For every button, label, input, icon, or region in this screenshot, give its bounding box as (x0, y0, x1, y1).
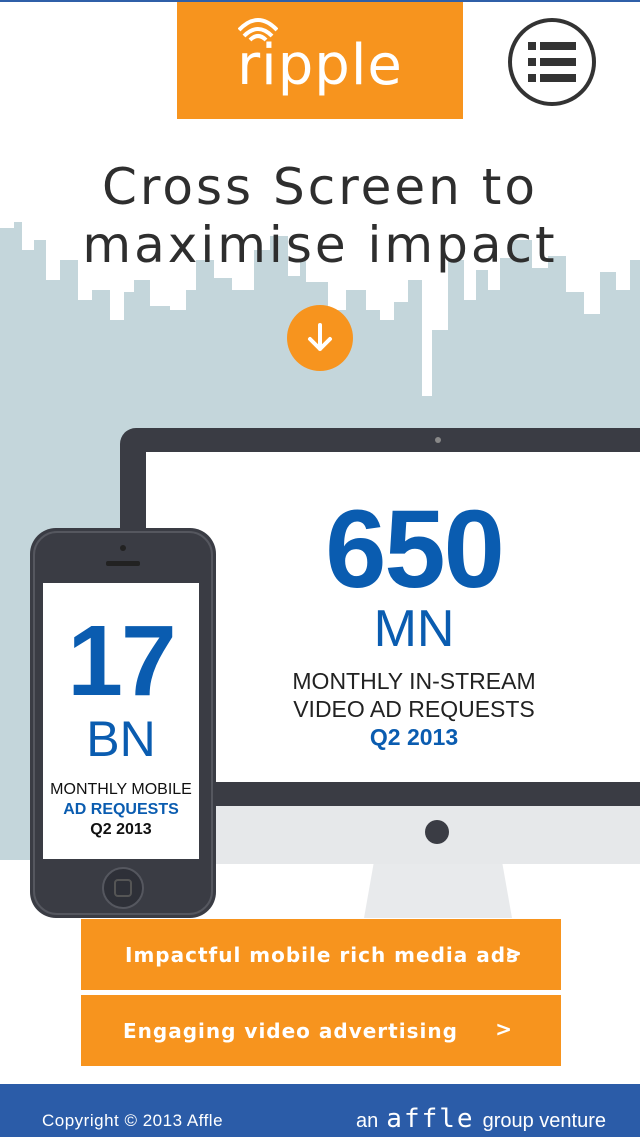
chevron-right-icon: > (505, 941, 523, 965)
chevron-right-icon: > (495, 1017, 513, 1041)
scroll-down-button[interactable] (287, 305, 353, 371)
headline-line-2: maximise impact (82, 216, 557, 274)
video-advertising-label: Engaging video advertising (123, 1019, 458, 1043)
phone-stat-value: 17 (43, 610, 199, 712)
phone-stat-desc-2: AD REQUESTS (43, 800, 199, 820)
rich-media-ads-button[interactable]: Impactful mobile rich media ads > (81, 919, 561, 990)
phone-stat: 17 BN MONTHLY MOBILE AD REQUESTS Q2 2013 (43, 610, 199, 840)
wifi-waves-icon (238, 14, 278, 44)
list-menu-icon (526, 40, 578, 84)
affle-venture-link[interactable]: an affle group venture (356, 1104, 606, 1134)
monitor-stat-value: 650 (270, 495, 558, 605)
monitor-stat-unit: MN (270, 601, 558, 657)
menu-button[interactable] (508, 18, 596, 106)
venture-suffix: group venture (483, 1110, 606, 1133)
phone-stat-date: Q2 2013 (43, 820, 199, 840)
monitor-stat-date: Q2 2013 (270, 723, 558, 751)
copyright-text: Copyright © 2013 Affle (42, 1111, 223, 1131)
headline-line-1: Cross Screen to (102, 158, 538, 216)
rich-media-ads-label: Impactful mobile rich media ads (125, 943, 519, 967)
monitor-stat: 650 MN MONTHLY IN-STREAM VIDEO AD REQUES… (270, 495, 558, 751)
monitor-stat-desc-1: MONTHLY IN-STREAM (270, 667, 558, 695)
affle-logo-text: affle (386, 1104, 474, 1134)
arrow-down-icon (303, 321, 337, 355)
venture-prefix: an (356, 1110, 378, 1133)
footer: Copyright © 2013 Affle an affle group ve… (0, 1084, 640, 1137)
phone-stat-desc-1: MONTHLY MOBILE (43, 780, 199, 800)
monitor-stat-desc-2: VIDEO AD REQUESTS (270, 695, 558, 723)
logo[interactable]: ripple (177, 2, 463, 119)
video-advertising-button[interactable]: Engaging video advertising > (81, 995, 561, 1066)
page-title: Cross Screen to maximise impact (0, 158, 640, 274)
phone-stat-unit: BN (43, 712, 199, 766)
